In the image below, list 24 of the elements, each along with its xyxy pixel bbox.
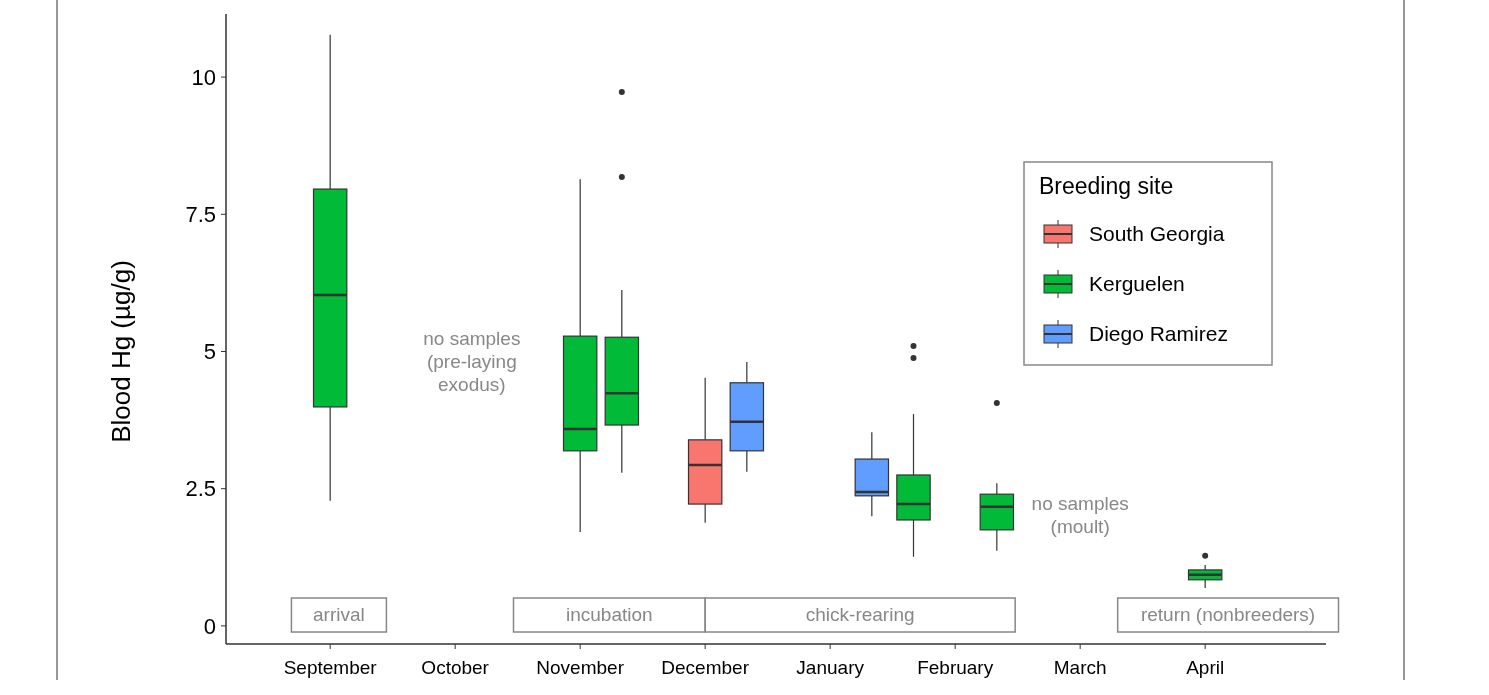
x-tick-label: September [283,657,378,678]
x-tick-label: April [1186,657,1225,678]
y-axis-title: Blood Hg (µg/g) [106,260,136,443]
annotation: arrival [313,604,365,625]
x-tick-label: March [1053,657,1107,678]
y-tick-label: 2.5 [185,476,216,502]
legend-label: Diego Ramirez [1089,322,1228,346]
y-tick-label: 10 [191,64,216,90]
x-tick-label: November [536,657,625,678]
legend-label: South Georgia [1089,222,1225,246]
y-tick-label: 0 [203,613,216,639]
y-tick-label: 7.5 [185,202,216,227]
annotation: no samples (moult) [1031,493,1129,538]
x-tick-label: January [796,657,865,678]
legend-label: Kerguelen [1089,272,1185,296]
annotation: chick-rearing [805,604,915,625]
legend-title: Breeding site [1039,173,1174,199]
x-tick-label: December [661,657,750,678]
x-tick-label: February [917,657,994,678]
annotation: no samples (pre-laying exodus) [423,327,521,395]
annotation: incubation [566,604,653,625]
x-tick-label: October [421,657,490,678]
y-tick-label: 5 [203,339,216,365]
annotation: return (nonbreeders) [1140,604,1316,625]
